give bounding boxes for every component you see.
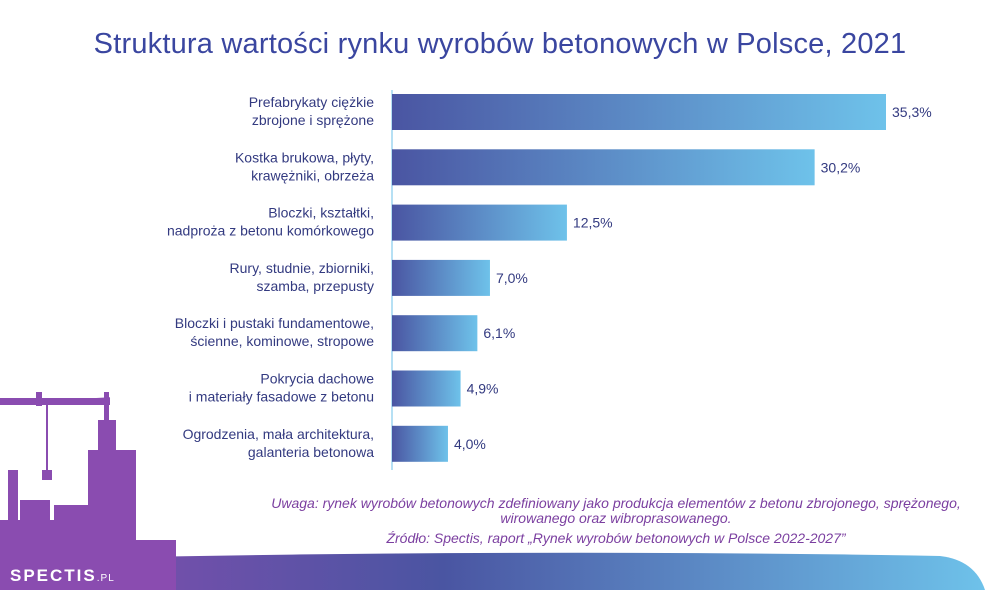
bar xyxy=(392,315,478,352)
bar xyxy=(392,370,461,407)
brand-name: SPECTIS xyxy=(10,566,97,585)
brand-logo: SPECTIS.PL xyxy=(10,566,115,586)
footnote: Uwaga: rynek wyrobów betonowych zdefinio… xyxy=(271,495,961,526)
source-note: Źródło: Spectis, raport „Rynek wyrobów b… xyxy=(386,530,846,546)
category-label: zbrojone i sprężone xyxy=(252,112,374,128)
category-label: Prefabrykaty ciężkie xyxy=(249,94,374,110)
data-label: 4,9% xyxy=(467,381,499,397)
category-label: Rury, studnie, zbiorniki, xyxy=(230,260,374,276)
category-label: krawężniki, obrzeża xyxy=(251,167,374,183)
bar xyxy=(392,149,815,186)
category-label: Ogrodzenia, mała architektura, xyxy=(183,426,374,442)
building-silhouette xyxy=(0,392,176,590)
bar xyxy=(392,204,567,241)
bar xyxy=(392,425,448,462)
chart-title: Struktura wartości rynku wyrobów betonow… xyxy=(93,28,907,60)
data-label: 6,1% xyxy=(483,325,515,341)
brand-suffix: .PL xyxy=(96,573,115,584)
category-label: Bloczki i pustaki fundamentowe, xyxy=(175,315,374,331)
bar xyxy=(392,94,886,130)
bottom-band xyxy=(0,552,985,590)
data-label: 30,2% xyxy=(821,159,861,175)
crane-icon xyxy=(0,392,111,480)
category-label: Pokrycia dachowe xyxy=(260,371,374,387)
category-label: ścienne, kominowe, stropowe xyxy=(190,333,374,349)
data-label: 4,0% xyxy=(454,436,486,452)
data-label: 35,3% xyxy=(892,104,932,120)
category-label: nadproża z betonu komórkowego xyxy=(167,223,374,239)
data-label: 7,0% xyxy=(496,270,528,286)
category-label: i materiały fasadowe z betonu xyxy=(189,389,374,405)
category-label: szamba, przepusty xyxy=(257,278,375,294)
category-label: Kostka brukowa, płyty, xyxy=(235,149,374,165)
category-label: galanteria betonowa xyxy=(248,444,374,460)
category-label: Bloczki, kształtki, xyxy=(268,205,374,221)
bar xyxy=(392,259,490,296)
bar-chart: 35,3% Prefabrykaty ciężkie zbrojone i sprę… xyxy=(167,90,932,470)
data-label: 12,5% xyxy=(573,215,613,231)
